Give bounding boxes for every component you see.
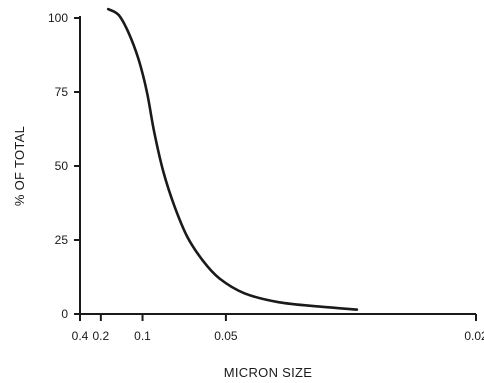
x-axis-title: MICRON SIZE (224, 365, 313, 380)
y-tick-label: 75 (55, 85, 69, 99)
y-axis-title: % OF TOTAL (12, 126, 27, 206)
y-tick-label: 25 (55, 233, 69, 247)
x-tick-label: 0.05 (214, 329, 238, 343)
series-line (106, 7, 359, 311)
y-tick-label: 50 (55, 159, 69, 173)
series (106, 7, 359, 311)
x-ticks: 0.40.2 0.1 0.05 0.02 (72, 314, 484, 343)
x-tick-label: 0.1 (134, 329, 151, 343)
x-tick-label: 0.2 (92, 329, 109, 343)
x-tick-label: 0.4 (72, 329, 89, 343)
y-tick-label: 100 (48, 11, 68, 25)
y-ticks: 0 25 50 75 100 (48, 11, 80, 321)
y-tick-label: 0 (61, 307, 68, 321)
x-tick-label: 0.02 (464, 329, 484, 343)
